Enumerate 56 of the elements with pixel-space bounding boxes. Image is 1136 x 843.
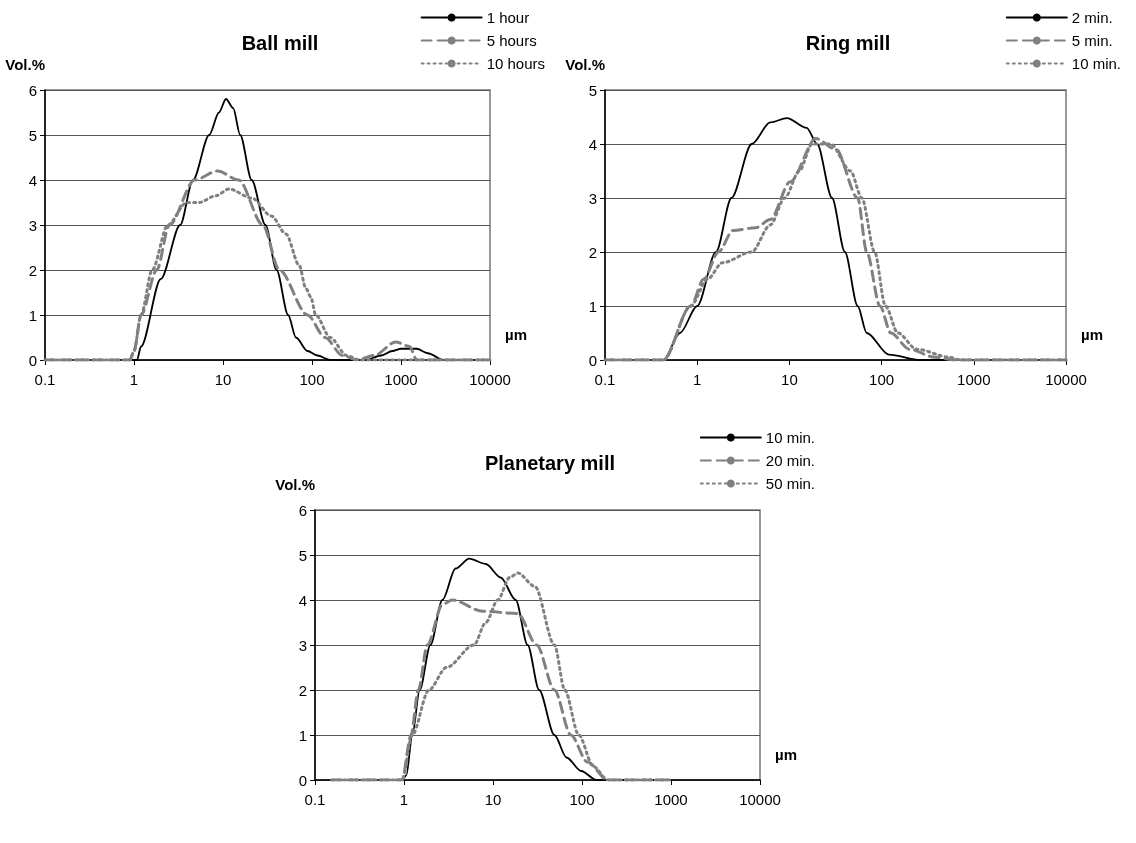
x-tick-label: 0.1 [594,371,616,388]
y-tick-label: 6 [28,81,37,99]
y-tick-label: 1 [28,306,37,324]
y-tick-label: 5 [298,546,307,564]
y-axis-title: Vol.% [5,56,45,73]
x-axis-title: µm [505,326,527,343]
y-axis-title: Vol.% [275,476,315,493]
x-tick-label: 1 [129,371,139,388]
x-tick-label: 10 [214,371,232,388]
y-tick-label: 6 [298,501,307,519]
x-tick-label: 10000 [469,371,511,388]
x-axis-title: µm [1081,326,1103,343]
chart-title: Ball mill [241,32,319,54]
legend-label: 2 min. [1071,9,1113,26]
y-tick-label: 0 [298,771,307,789]
legend-label: 10 min. [765,429,816,446]
y-tick-label: 1 [298,726,307,744]
x-tick-label: 0.1 [34,371,56,388]
x-tick-label: 0.1 [304,791,326,808]
x-tick-label: 100 [299,371,325,388]
x-tick-label: 1000 [654,791,688,808]
legend-label: 50 min. [765,475,816,492]
legend-label: 20 min. [765,452,816,469]
legend-label: 5 hours [486,32,537,49]
y-axis-title: Vol.% [565,56,605,73]
y-tick-label: 1 [588,297,597,315]
y-tick-label: 3 [298,636,307,654]
chart-title: Ring mill [805,32,891,54]
y-tick-label: 4 [28,171,37,189]
chart-title: Planetary mill [484,452,616,474]
x-tick-label: 1 [399,791,409,808]
y-tick-label: 2 [298,681,307,699]
x-tick-label: 10000 [1045,371,1087,388]
y-tick-label: 5 [28,126,37,144]
x-tick-label: 100 [869,371,895,388]
legend-label: 5 min. [1071,32,1113,49]
legend-label: 1 hour [486,9,530,26]
y-tick-label: 4 [298,591,307,609]
legend-label: 10 min. [1071,55,1122,72]
y-tick-label: 2 [28,261,37,279]
y-tick-label: 4 [588,135,597,153]
y-tick-label: 2 [588,243,597,261]
x-tick-label: 1 [693,371,702,388]
y-tick-label: 0 [28,351,37,369]
y-tick-label: 0 [588,351,597,369]
x-tick-label: 1000 [957,371,991,388]
x-tick-label: 10 [781,371,798,388]
x-tick-label: 10000 [739,791,781,808]
x-axis-title: µm [775,746,797,763]
x-tick-label: 10 [484,791,502,808]
x-tick-label: 1000 [384,371,418,388]
y-tick-label: 5 [588,81,597,99]
y-tick-label: 3 [588,189,597,207]
x-tick-label: 100 [569,791,595,808]
legend-label: 10 hours [486,55,545,72]
y-tick-label: 3 [28,216,37,234]
